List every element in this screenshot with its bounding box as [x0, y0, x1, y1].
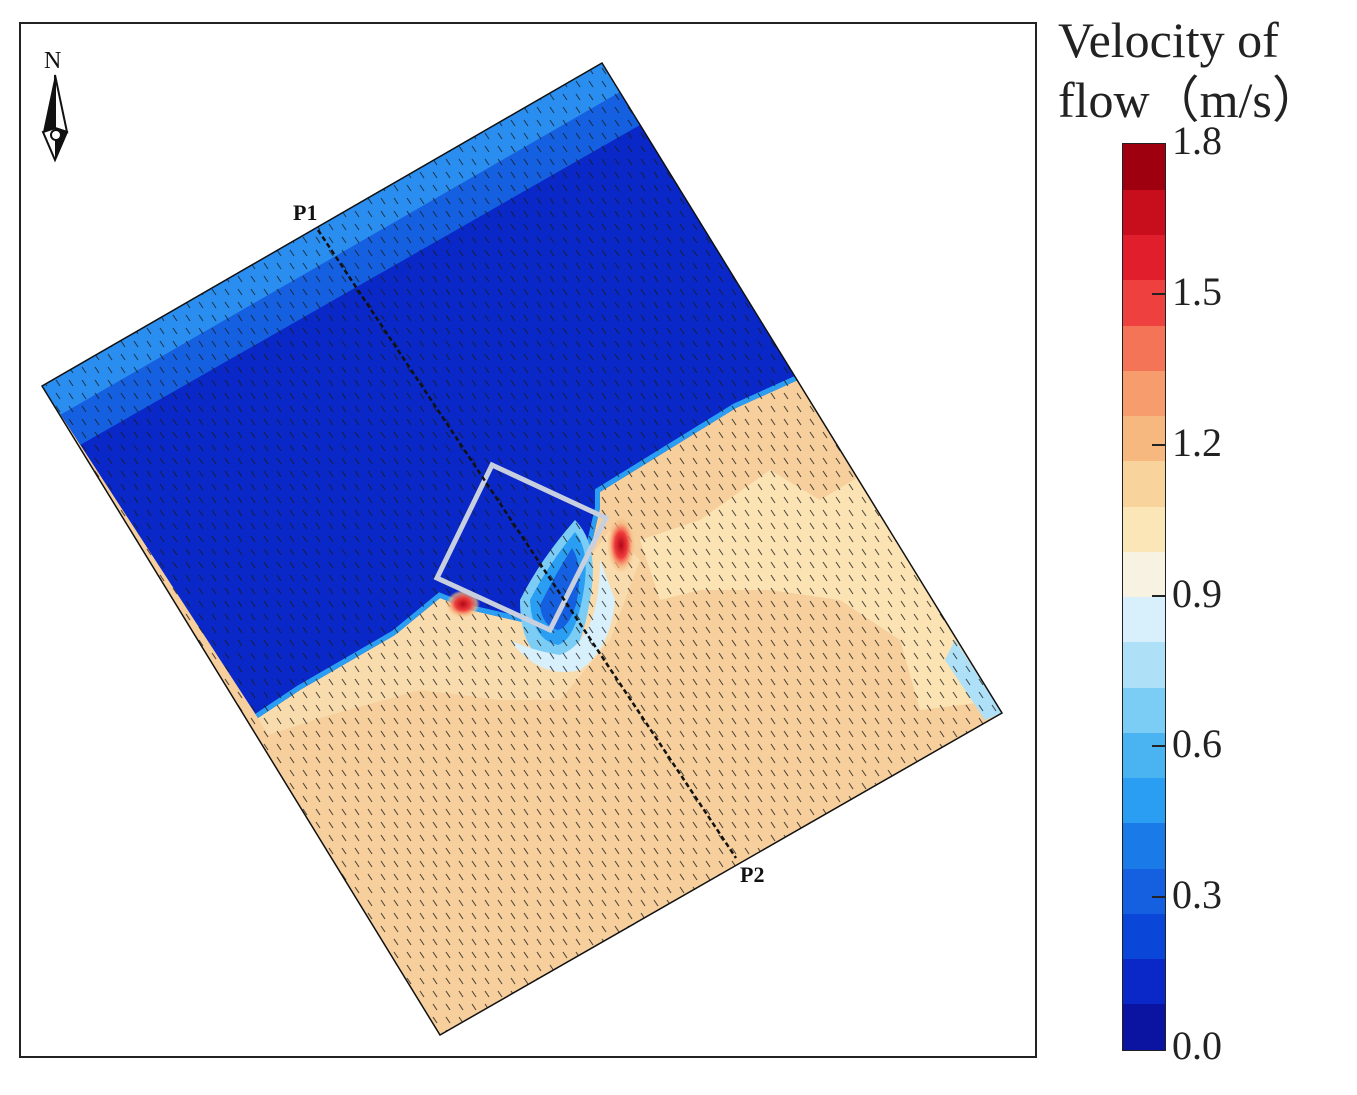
colorbar-segment	[1123, 687, 1165, 733]
profile-line	[316, 229, 738, 859]
colorbar-segment	[1123, 913, 1165, 959]
profile-end-label: P2	[740, 862, 764, 887]
colorbar-tick-label: 0.6	[1172, 721, 1222, 767]
obstacle-outline	[433, 461, 610, 634]
colorbar-segment	[1123, 641, 1165, 688]
colorbar-segment	[1123, 822, 1165, 869]
north-arrow-icon	[41, 74, 69, 163]
colorbar-tick-label: 0.3	[1172, 872, 1222, 918]
colorbar-tick-mark	[1152, 594, 1166, 597]
colorbar	[1122, 143, 1166, 1051]
legend-title-line1: Velocity of	[1058, 12, 1279, 68]
colorbar-tick-label: 1.8	[1172, 118, 1222, 163]
colorbar-segment	[1123, 189, 1165, 235]
north-label: N	[44, 48, 61, 74]
colorbar-segment	[1123, 732, 1165, 778]
colorbar-tick-label: 0.9	[1172, 570, 1222, 616]
colorbar-segment	[1123, 234, 1165, 281]
colorbar-tick-label: 1.2	[1172, 419, 1222, 465]
colorbar-tick-mark	[1152, 292, 1166, 295]
map-frame	[19, 22, 1037, 1058]
colorbar-segment	[1123, 460, 1165, 507]
colorbar-segment	[1123, 868, 1165, 914]
colorbar-segment	[1123, 1003, 1165, 1050]
domain-outline	[40, 61, 1004, 1037]
colorbar-segment	[1123, 279, 1165, 326]
colorbar-segment	[1123, 144, 1165, 190]
colorbar-segment	[1123, 551, 1165, 597]
colorbar-segment	[1123, 958, 1165, 1005]
legend-title: Velocity of flow（m/s）	[1058, 10, 1357, 130]
colorbar-segment	[1123, 596, 1165, 643]
colorbar-segment	[1123, 415, 1165, 462]
colorbar-tick-mark	[1152, 443, 1166, 446]
colorbar-tick-label: 0.0	[1172, 1023, 1222, 1068]
profile-start-label: P1	[293, 200, 317, 225]
colorbar-segment	[1123, 777, 1165, 824]
colorbar-segment	[1123, 506, 1165, 552]
legend-title-line2: flow（m/s）	[1058, 72, 1322, 128]
colorbar-segment	[1123, 370, 1165, 416]
colorbar-tick-mark	[1152, 896, 1166, 899]
colorbar-tick-mark	[1152, 745, 1166, 748]
colorbar-segment	[1123, 325, 1165, 371]
colorbar-tick-label: 1.5	[1172, 268, 1222, 314]
